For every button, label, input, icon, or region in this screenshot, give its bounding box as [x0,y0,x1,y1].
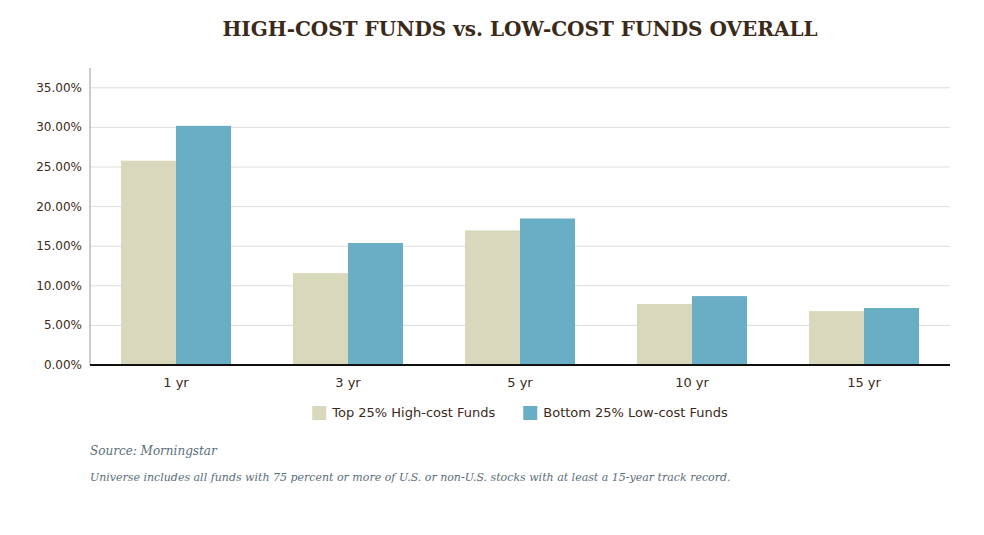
x-tick-label: 10 yr [675,375,709,390]
y-tick-label: 0.00% [44,358,82,372]
y-tick-label: 35.00% [36,81,82,95]
bar [520,218,575,365]
footnote: Universe includes all funds with 75 perc… [90,471,730,484]
bar [637,304,692,365]
x-axis-line [90,364,950,366]
y-axis-line [90,68,91,365]
bar [465,230,520,365]
bar [293,273,348,365]
bar [809,311,864,365]
y-tick-label: 25.00% [36,160,82,174]
bar [864,308,919,365]
bar [692,296,747,365]
grid-line [90,87,950,88]
legend-label: Top 25% High-cost Funds [331,405,495,420]
x-tick-label: 1 yr [163,375,189,390]
y-tick-label: 20.00% [36,200,82,214]
legend-label: Bottom 25% Low-cost Funds [543,405,728,420]
legend-swatch [312,406,326,420]
y-tick-label: 10.00% [36,279,82,293]
legend: Top 25% High-cost Funds Bottom 25% Low-co… [312,405,728,420]
y-tick-label: 30.00% [36,120,82,134]
source-note: Source: Morningstar [90,444,218,458]
bars [121,126,919,365]
y-tick-label: 5.00% [44,318,82,332]
chart-svg: HIGH-COST FUNDS vs. LOW-COST FUNDS OVERA… [0,0,984,535]
chart-container: HIGH-COST FUNDS vs. LOW-COST FUNDS OVERA… [0,0,984,535]
grid-line [90,365,950,366]
x-tick-label: 15 yr [847,375,881,390]
bar [348,243,403,365]
legend-swatch [523,406,537,420]
grid [90,88,950,365]
y-tick-label: 15.00% [36,239,82,253]
x-tick-label: 3 yr [335,375,361,390]
x-tick-label: 5 yr [507,375,533,390]
bar [121,161,176,365]
bar [176,126,231,365]
chart-title: HIGH-COST FUNDS vs. LOW-COST FUNDS OVERA… [222,17,817,41]
